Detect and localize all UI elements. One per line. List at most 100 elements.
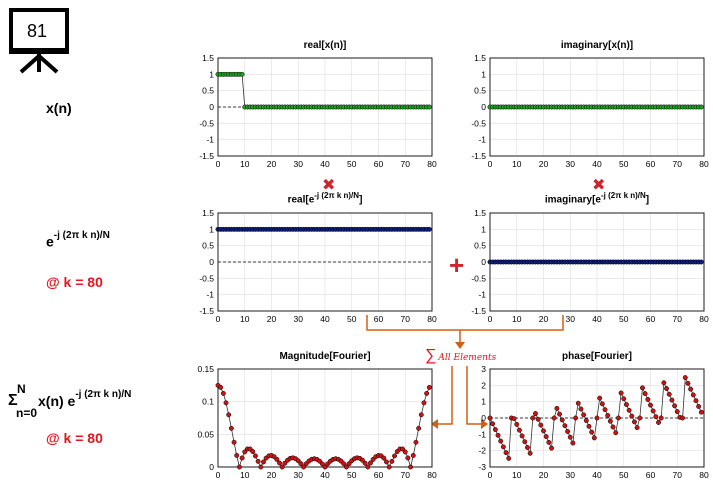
data-point xyxy=(368,460,373,466)
data-point xyxy=(341,461,347,467)
data-point xyxy=(570,440,576,446)
x-tick-label: 80 xyxy=(699,159,709,169)
data-point xyxy=(682,375,688,381)
data-point xyxy=(258,464,264,470)
data-point xyxy=(319,461,325,467)
chart-real-basis: 0 10 20 30 40 50 60 70 80 -1.5 -1 -0.5 0 0.5 1 1.5 xyxy=(199,210,437,324)
x-tick-label: 30 xyxy=(566,159,576,169)
x-tick-label: 50 xyxy=(347,470,357,480)
x-tick-label: 20 xyxy=(267,314,277,324)
data-point xyxy=(543,434,549,440)
data-point xyxy=(610,424,616,430)
multiply-icon-2: ✖ xyxy=(592,177,606,194)
data-point xyxy=(527,450,533,456)
data-point xyxy=(392,453,398,459)
x-tick-label: 60 xyxy=(374,159,384,169)
y-tick-label: 0 xyxy=(209,257,214,267)
x-tick-label: 70 xyxy=(401,159,411,169)
data-point xyxy=(562,423,568,429)
x-tick-label: 50 xyxy=(619,470,629,480)
x-tick-label: 80 xyxy=(427,159,437,169)
data-point xyxy=(648,402,653,408)
data-point xyxy=(661,380,667,386)
data-point xyxy=(672,403,678,409)
y-tick-label: 3 xyxy=(481,366,486,374)
data-point xyxy=(565,429,571,434)
x-tick-label: 40 xyxy=(592,470,602,480)
data-point xyxy=(642,391,648,397)
data-point xyxy=(220,390,226,396)
data-point xyxy=(250,449,256,455)
y-tick-label: 0 xyxy=(209,102,214,112)
title-magnitude: Magnitude[Fourier] xyxy=(279,351,371,362)
data-point xyxy=(522,439,528,445)
y-tick-label: -1 xyxy=(206,135,214,145)
sum-all-elements-label: ∑ All Elements xyxy=(425,347,497,364)
data-point xyxy=(421,400,427,406)
data-point xyxy=(506,455,512,461)
y-tick-label: 1.5 xyxy=(474,210,486,218)
y-tick-label: -1 xyxy=(206,290,214,300)
basis-label: e-j (2π k n)/N xyxy=(46,230,110,250)
x-tick-label: 20 xyxy=(267,159,277,169)
data-point xyxy=(410,453,416,458)
x-tick-label: 40 xyxy=(320,314,330,324)
data-point xyxy=(551,415,557,421)
data-point xyxy=(698,104,704,110)
y-tick-label: -1 xyxy=(478,429,486,439)
data-point xyxy=(546,439,552,445)
y-tick-label: -1.5 xyxy=(199,306,214,316)
data-point xyxy=(416,425,422,431)
x-tick-label: 40 xyxy=(592,314,602,324)
data-point xyxy=(277,460,282,466)
x-tick-label: 70 xyxy=(673,159,683,169)
x-tick-label: 30 xyxy=(294,159,304,169)
y-tick-label: 1 xyxy=(481,224,486,234)
y-tick-label: 1 xyxy=(481,69,486,79)
x-tick-label: 0 xyxy=(216,159,221,169)
data-point xyxy=(530,415,536,421)
plus-icon: + xyxy=(449,250,465,280)
data-point xyxy=(408,464,414,470)
x-tick-label: 50 xyxy=(347,314,357,324)
data-point xyxy=(538,422,544,428)
data-point xyxy=(583,418,589,424)
x-tick-label: 60 xyxy=(646,470,656,480)
x-tick-label: 30 xyxy=(294,470,304,480)
data-point xyxy=(535,416,541,422)
data-point xyxy=(384,459,389,465)
data-point xyxy=(632,419,637,425)
data-point xyxy=(693,398,699,404)
data-point xyxy=(602,407,608,413)
data-point xyxy=(645,396,651,402)
x-tick-label: 30 xyxy=(566,314,576,324)
title-phase: phase[Fourier] xyxy=(561,351,632,362)
data-point xyxy=(490,421,496,427)
x-tick-label: 20 xyxy=(539,314,549,324)
data-point xyxy=(613,430,619,436)
data-point xyxy=(597,395,603,401)
k-value-label-2: @ k = 80 xyxy=(46,430,103,446)
data-point xyxy=(666,391,672,397)
data-point xyxy=(559,417,565,423)
data-point xyxy=(591,435,597,441)
y-tick-label: 1.5 xyxy=(202,210,214,218)
signal-label: x(n) xyxy=(46,100,72,116)
x-tick-label: 70 xyxy=(673,314,683,324)
y-tick-label: 0 xyxy=(209,462,214,472)
x-tick-label: 20 xyxy=(539,470,549,480)
y-tick-label: -0.5 xyxy=(471,118,486,128)
data-point xyxy=(519,433,525,439)
data-point xyxy=(653,414,659,420)
y-tick-label: 0.5 xyxy=(202,86,214,96)
data-point xyxy=(426,226,432,232)
data-point xyxy=(688,386,694,392)
data-point xyxy=(549,445,554,451)
data-point xyxy=(322,464,328,470)
chart-phase: 0 10 20 30 40 50 60 70 80 -3 -2 -1 0 1 2 3 xyxy=(478,366,709,480)
y-tick-label: 0.5 xyxy=(202,241,214,251)
data-point xyxy=(680,415,686,421)
y-tick-label: -0.5 xyxy=(199,273,214,283)
data-point xyxy=(239,455,245,461)
